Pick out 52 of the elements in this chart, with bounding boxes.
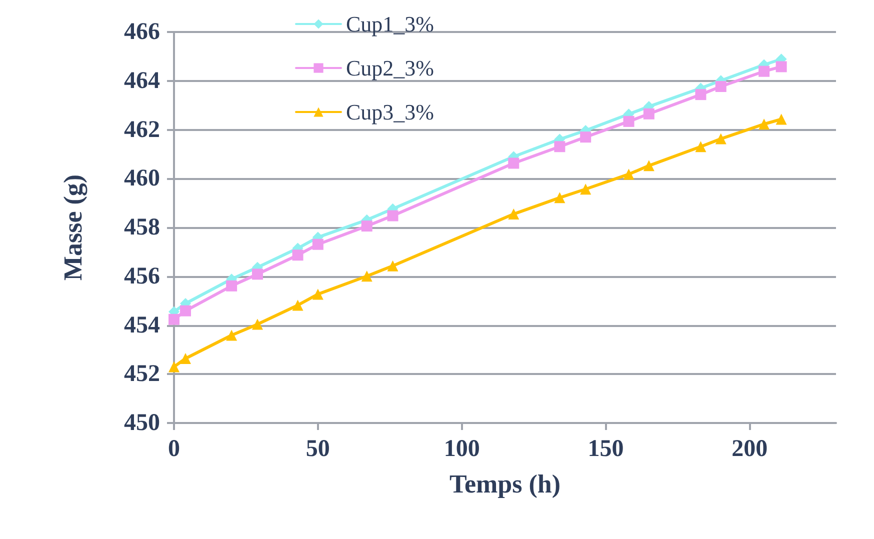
point [312,288,324,300]
point [361,270,372,282]
legend-label: Cup3_3% [346,100,434,124]
point [623,168,634,180]
point [715,80,726,92]
point [387,260,398,272]
y-tick-label: 466 [124,19,160,45]
legend-label: Cup2_3% [346,56,434,80]
point [508,208,520,220]
point [623,116,634,127]
x-axis-title: Temps (h) [449,470,561,498]
x-tick-label: 0 [168,436,180,462]
point [252,318,263,330]
x-tick-label: 100 [444,436,480,462]
y-axis-title: Masse (g) [58,174,88,281]
point [226,280,238,292]
y-tick-label: 456 [124,263,160,290]
point [695,89,706,100]
point [226,330,238,341]
point [180,352,192,364]
point [715,133,726,144]
point [312,238,324,250]
point [580,184,592,195]
legend-label: Cup1_3% [346,12,434,36]
point [387,210,398,222]
y-tick-label: 454 [124,312,160,338]
point [361,220,372,232]
point [758,66,770,77]
point [776,61,787,72]
point [292,300,304,311]
point [180,305,192,316]
point [168,361,180,372]
point [776,114,787,125]
point [554,192,566,204]
point [292,250,304,261]
point [508,158,520,169]
point [580,132,592,143]
x-tick-label: 150 [588,436,624,462]
point [695,141,706,152]
y-tick-label: 460 [124,166,160,192]
point [643,108,654,120]
point [554,141,566,152]
point [252,268,263,280]
x-tick-label: 50 [306,436,330,462]
y-tick-label: 450 [124,410,160,436]
y-tick-label: 452 [124,361,160,388]
x-tick-label: 200 [732,436,768,462]
y-tick-label: 458 [124,214,160,240]
y-tick-label: 462 [124,116,160,143]
point [643,160,654,172]
point [758,118,770,130]
y-tick-label: 464 [124,68,160,94]
